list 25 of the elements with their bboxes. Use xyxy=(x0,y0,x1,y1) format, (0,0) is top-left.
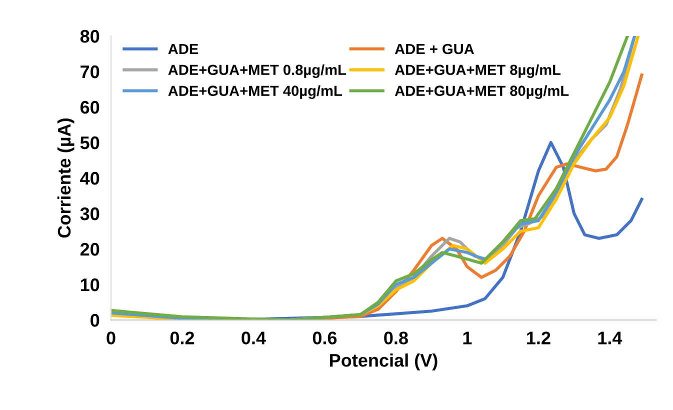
legend-label: ADE+GUA+MET 8µg/mL xyxy=(394,64,561,78)
x-tick-label: 0.8 xyxy=(384,332,408,344)
y-tick-label: 40 xyxy=(80,172,100,185)
x-tick-label: 0.6 xyxy=(312,332,337,344)
legend-label: ADE xyxy=(168,44,198,54)
legend-label: ADE+GUA+MET 80µg/mL xyxy=(394,85,569,99)
x-tick-label: 0 xyxy=(106,332,116,344)
y-tick-label: 20 xyxy=(80,242,100,256)
y-tick-label: 60 xyxy=(80,100,100,114)
legend-label: ADE + GUA xyxy=(394,44,474,54)
x-tick-label: 0.2 xyxy=(170,332,194,344)
x-tick-label: 1 xyxy=(463,332,472,344)
y-tick-label: 80 xyxy=(80,30,100,43)
legend-label: ADE+GUA+MET 0.8µg/mL xyxy=(168,64,346,78)
y-tick-label: 10 xyxy=(80,278,100,292)
y-tick-label: 70 xyxy=(80,65,100,78)
y-tick-label: 30 xyxy=(80,207,100,220)
x-tick-label: 1.4 xyxy=(598,332,622,344)
y-tick-label: 50 xyxy=(80,136,100,150)
y-axis-title: Corriente (µA) xyxy=(57,118,74,238)
x-axis-title: Potencial (V) xyxy=(330,354,438,370)
y-tick-label: 0 xyxy=(90,314,100,327)
x-tick-label: 1.2 xyxy=(527,332,550,344)
x-tick-label: 0.4 xyxy=(242,332,266,344)
legend-label: ADE+GUA+MET 40µg/mL xyxy=(168,85,342,99)
